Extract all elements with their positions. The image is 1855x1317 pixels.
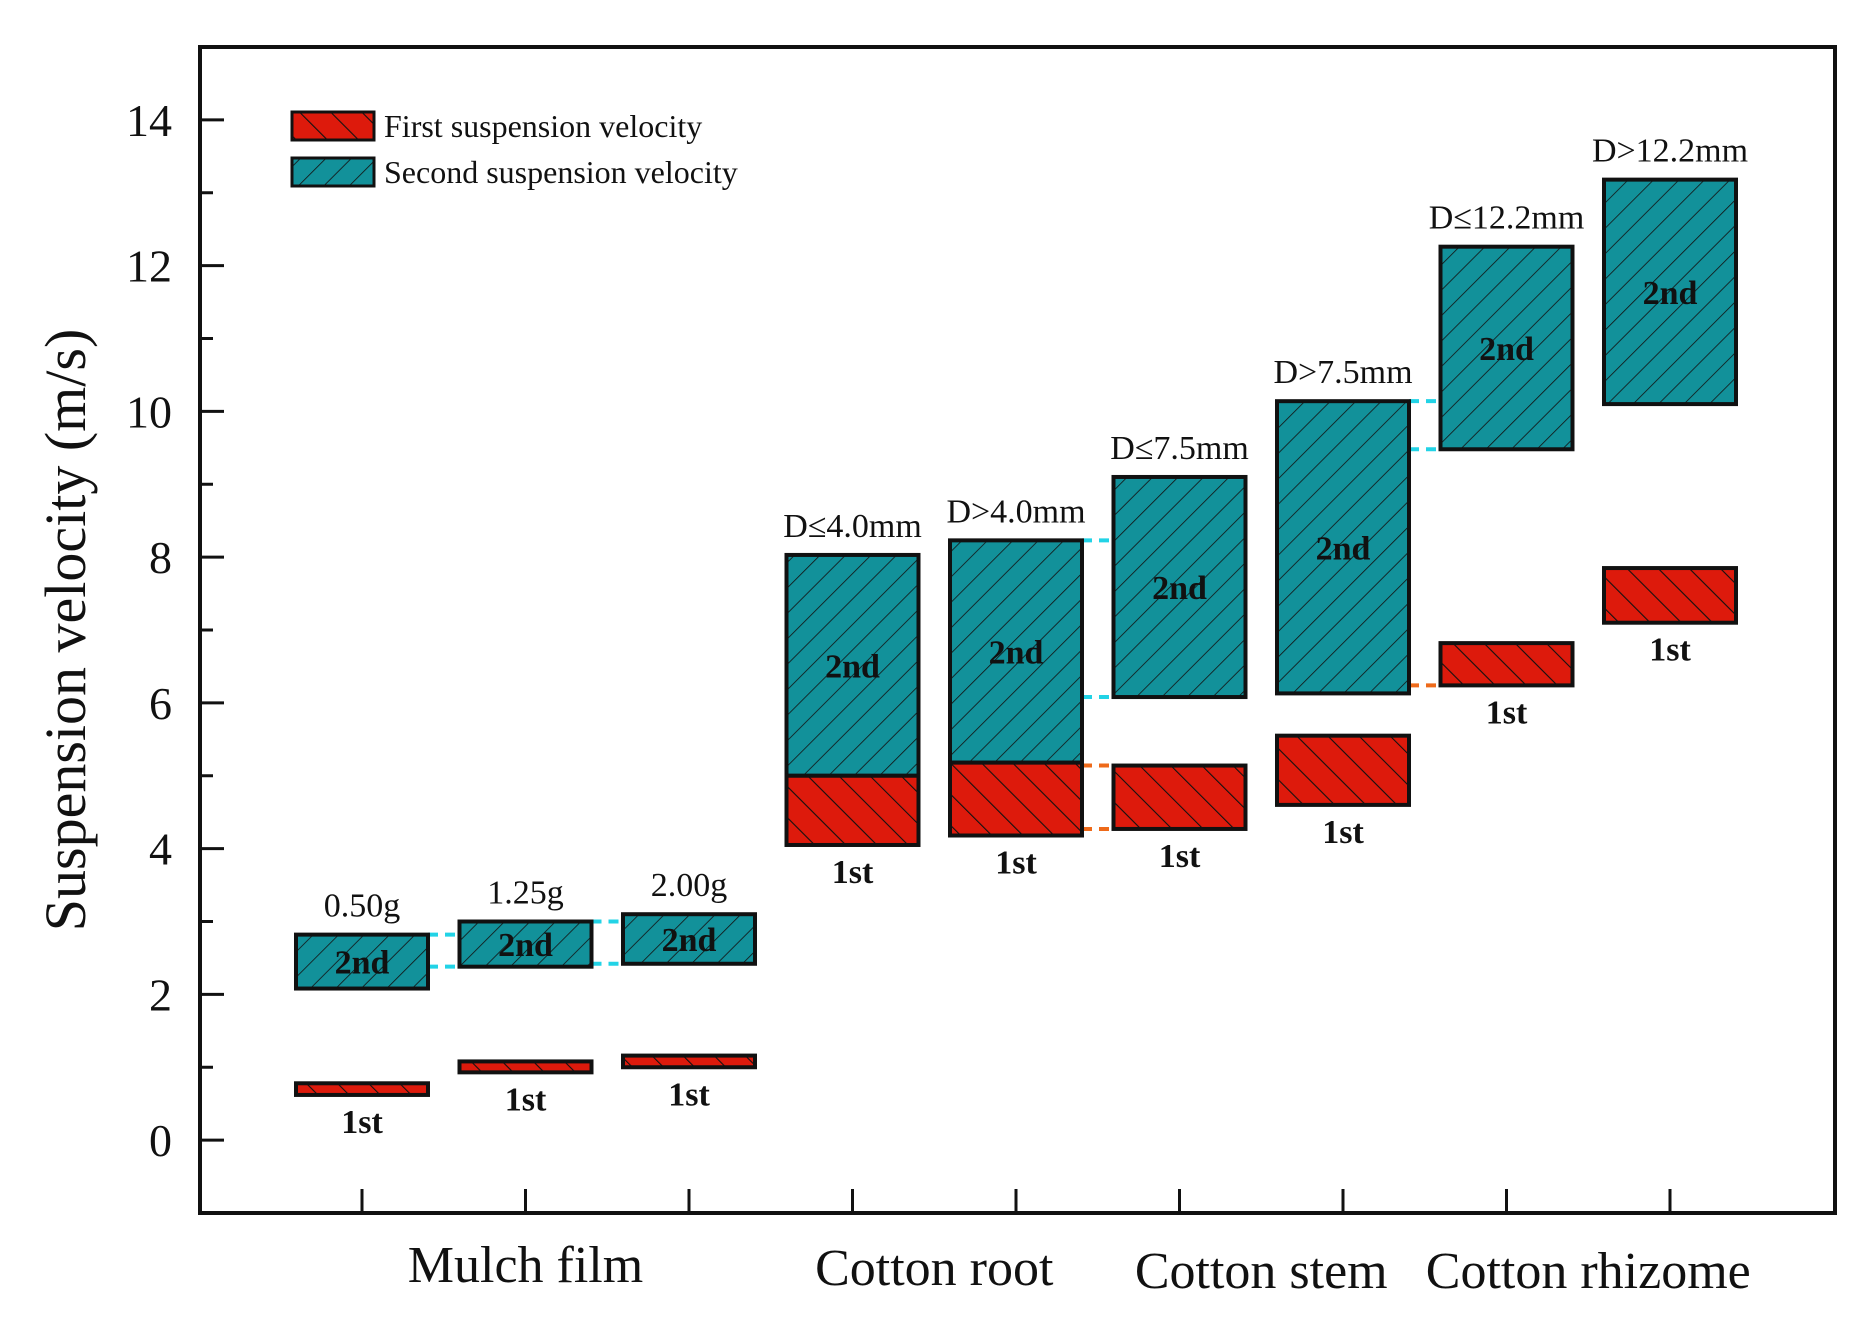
first-velocity-bar-outline — [784, 773, 921, 847]
first-velocity-bar-outline — [1111, 763, 1248, 831]
first-bar-tag: 1st — [1649, 632, 1691, 669]
first-velocity-bar-outline — [1438, 641, 1575, 688]
group-label: Cotton rhizome — [1426, 1243, 1751, 1300]
item-label: 0.50g — [324, 888, 401, 925]
link-lines — [428, 399, 1441, 969]
bars: 2nd 1st 0.50g 2nd 1st 1.25g 2nd 1st 2.00g 2nd 1st D… — [294, 133, 1748, 1141]
first-bar-tag: 1st — [505, 1081, 547, 1118]
second-bar-tag: 2nd — [825, 648, 880, 685]
item-label: D>4.0mm — [946, 493, 1085, 530]
group-label: Cotton root — [815, 1240, 1054, 1297]
second-velocity-bar-outline — [1602, 177, 1738, 407]
second-velocity-bar-outline — [1438, 244, 1575, 452]
first-velocity-bar-outline — [1602, 566, 1738, 625]
second-bar-tag: 2nd — [662, 922, 717, 959]
second-velocity-bar-outline — [1111, 474, 1248, 700]
second-velocity-bar-outline — [294, 932, 430, 991]
first-bar-tag: 1st — [1322, 814, 1364, 851]
legend-second-swatch-hatch — [290, 156, 376, 188]
first-bar-tag: 1st — [832, 854, 874, 891]
y-tick-label: 8 — [149, 532, 172, 583]
first-bar-tag: 1st — [668, 1076, 710, 1113]
legend: First suspension velocity Second suspens… — [290, 108, 738, 190]
item-label: 1.25g — [487, 875, 564, 912]
second-velocity-bar-outline — [784, 552, 921, 778]
y-axis: 0 2 4 6 8 10 12 14 — [126, 45, 224, 1215]
first-velocity-bar-outline — [1275, 733, 1411, 807]
y-axis-title: Suspension velocity (m/s) — [33, 329, 98, 932]
y-tick-label: 4 — [149, 824, 172, 875]
second-bar-tag: 2nd — [1152, 570, 1207, 607]
legend-first-swatch-hatch — [290, 110, 376, 142]
first-velocity-bar-outline — [948, 760, 1084, 838]
x-axis: Mulch film Cotton root Cotton stem Cotton r… — [360, 1189, 1751, 1300]
group-label: Mulch film — [408, 1237, 643, 1294]
first-bar-tag: 1st — [995, 845, 1037, 882]
legend-second-label: Second suspension velocity — [384, 154, 738, 190]
first-velocity-bar-outline — [457, 1059, 594, 1075]
first-bar-tag: 1st — [341, 1104, 383, 1141]
second-bar-tag: 2nd — [1643, 275, 1698, 312]
first-velocity-bar-outline — [621, 1053, 757, 1070]
y-tick-label: 12 — [126, 241, 172, 292]
first-bar-tag: 1st — [1486, 694, 1528, 731]
item-label: D≤7.5mm — [1110, 430, 1249, 467]
second-velocity-bar-outline — [948, 538, 1084, 765]
y-tick-label: 0 — [149, 1115, 172, 1166]
first-velocity-bar-outline — [294, 1081, 430, 1097]
second-velocity-bar-outline — [621, 912, 757, 966]
second-velocity-bar-outline — [1275, 399, 1411, 696]
item-label: D≤12.2mm — [1429, 200, 1585, 237]
y-tick-label: 2 — [149, 969, 172, 1020]
second-bar-tag: 2nd — [1316, 530, 1371, 567]
legend-first-label: First suspension velocity — [384, 108, 702, 144]
second-bar-tag: 2nd — [335, 945, 390, 982]
item-label: D>12.2mm — [1592, 133, 1748, 170]
item-label: 2.00g — [651, 867, 728, 904]
item-label: D>7.5mm — [1273, 354, 1412, 391]
item-label: D≤4.0mm — [783, 508, 922, 545]
y-tick-label: 14 — [126, 95, 172, 146]
y-tick-label: 6 — [149, 678, 172, 729]
second-bar-tag: 2nd — [989, 634, 1044, 671]
group-label: Cotton stem — [1135, 1243, 1388, 1300]
first-bar-tag: 1st — [1159, 838, 1201, 875]
second-velocity-bar-outline — [457, 919, 594, 969]
second-bar-tag: 2nd — [498, 927, 553, 964]
second-bar-tag: 2nd — [1479, 331, 1534, 368]
y-tick-label: 10 — [126, 386, 172, 437]
